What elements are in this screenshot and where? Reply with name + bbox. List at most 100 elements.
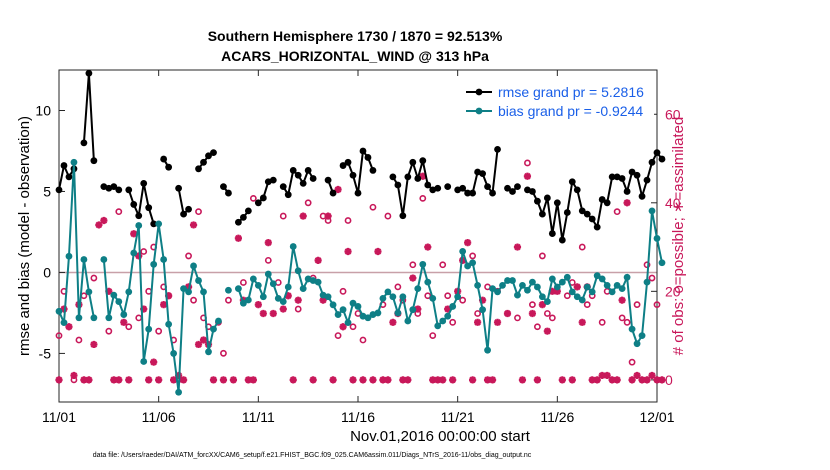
rmse-point xyxy=(529,188,536,195)
rmse-point xyxy=(220,183,227,191)
bias-point xyxy=(474,281,481,289)
x-tick-label: 11/16 xyxy=(341,409,375,425)
rmse-point xyxy=(538,210,546,218)
obs-possible-marker xyxy=(583,301,591,309)
obs-possible-marker xyxy=(548,314,556,322)
bias-point xyxy=(618,285,626,293)
y-right-tick-label: 40 xyxy=(665,195,681,211)
obs-assimilated-marker xyxy=(449,376,457,384)
rmse-point xyxy=(558,236,566,244)
x-tick-label: 11/01 xyxy=(42,409,76,425)
obs-assimilated-marker xyxy=(518,376,527,384)
bias-point xyxy=(200,288,207,296)
bias-point xyxy=(613,281,621,289)
rmse-point xyxy=(359,147,367,155)
rmse-point xyxy=(195,165,202,173)
obs-assimilated-marker xyxy=(483,376,492,384)
obs-assimilated-marker xyxy=(593,376,601,384)
bias-point xyxy=(429,294,437,302)
rmse-series-line xyxy=(82,73,95,161)
obs-assimilated-marker xyxy=(548,287,556,295)
bias-point xyxy=(479,306,486,314)
rmse-point xyxy=(598,196,606,203)
bias-point xyxy=(314,278,322,286)
obs-assimilated-marker xyxy=(603,371,611,380)
obs-possible-marker xyxy=(439,261,447,269)
bias-point xyxy=(269,280,277,288)
rmse-point xyxy=(110,183,118,191)
rmse-point xyxy=(534,197,541,205)
obs-possible-marker xyxy=(648,274,656,282)
obs-assimilated-marker xyxy=(558,376,566,384)
bias-point xyxy=(150,260,158,268)
bias-point xyxy=(75,314,83,322)
legend-entry-label: bias grand pr = -0.9244 xyxy=(498,103,643,119)
rmse-point xyxy=(573,186,581,194)
bias-point xyxy=(658,259,666,267)
obs-possible-marker xyxy=(349,323,357,331)
obs-assimilated-marker xyxy=(503,309,512,318)
bias-point xyxy=(449,303,457,310)
obs-assimilated-marker xyxy=(588,376,596,384)
bias-point xyxy=(379,294,387,302)
rmse-point xyxy=(444,183,452,191)
bias-point xyxy=(85,288,93,296)
obs-possible-marker xyxy=(195,208,202,216)
bias-point xyxy=(160,256,168,263)
bias-point xyxy=(598,275,606,283)
bias-point xyxy=(489,285,496,293)
obs-assimilated-marker xyxy=(359,376,367,384)
obs-assimilated-marker xyxy=(334,185,342,194)
obs-possible-marker xyxy=(444,292,452,300)
obs-assimilated-marker xyxy=(409,274,417,282)
obs-assimilated-marker xyxy=(379,376,387,384)
obs-assimilated-marker xyxy=(628,376,636,384)
obs-possible-marker xyxy=(55,332,63,339)
obs-assimilated-marker xyxy=(419,172,427,180)
bias-point xyxy=(80,256,88,263)
bias-point xyxy=(110,291,118,299)
rmse-point xyxy=(543,194,551,202)
rmse-series-line xyxy=(392,159,439,216)
bias-point xyxy=(299,285,307,293)
bias-point xyxy=(195,277,202,284)
rmse-point xyxy=(469,189,477,197)
obs-possible-marker xyxy=(239,279,247,286)
obs-assimilated-marker xyxy=(543,327,551,335)
obs-assimilated-marker xyxy=(464,239,472,247)
obs-assimilated-marker xyxy=(289,376,297,384)
rmse-point xyxy=(588,215,596,223)
obs-assimilated-marker xyxy=(598,371,606,380)
bias-point xyxy=(349,299,357,307)
obs-possible-marker xyxy=(369,203,377,211)
obs-possible-marker xyxy=(563,292,571,300)
rmse-point xyxy=(349,171,357,179)
bias-point xyxy=(190,262,197,270)
obs-possible-marker xyxy=(424,292,432,300)
obs-possible-marker xyxy=(543,310,551,317)
obs-assimilated-marker xyxy=(474,318,482,326)
x-axis-label: Nov.01,2016 00:00:00 start xyxy=(350,428,531,445)
rmse-point xyxy=(259,194,267,202)
obs-possible-marker xyxy=(220,349,227,357)
obs-possible-marker xyxy=(633,301,641,309)
bias-point xyxy=(469,259,477,267)
chart-title-line2: ACARS_HORIZONTAL_WIND @ 313 hPa xyxy=(221,48,489,64)
bias-point xyxy=(120,311,128,318)
obs-possible-marker xyxy=(598,318,606,326)
bias-point xyxy=(399,293,407,301)
obs-assimilated-marker xyxy=(249,376,257,384)
rmse-point xyxy=(145,204,153,212)
obs-possible-marker xyxy=(185,252,192,260)
rmse-point xyxy=(409,158,417,166)
obs-possible-marker xyxy=(538,252,546,260)
obs-assimilated-marker xyxy=(513,243,522,251)
rmse-point xyxy=(235,218,242,226)
rmse-point xyxy=(364,154,372,161)
y-axis-right-label: # of obs: o=possible; ∗=assimilated xyxy=(670,117,687,356)
obs-possible-marker xyxy=(469,252,477,260)
rmse-point xyxy=(344,158,352,166)
bias-point xyxy=(653,235,661,242)
rmse-point xyxy=(419,157,427,165)
rmse-point xyxy=(643,176,651,184)
